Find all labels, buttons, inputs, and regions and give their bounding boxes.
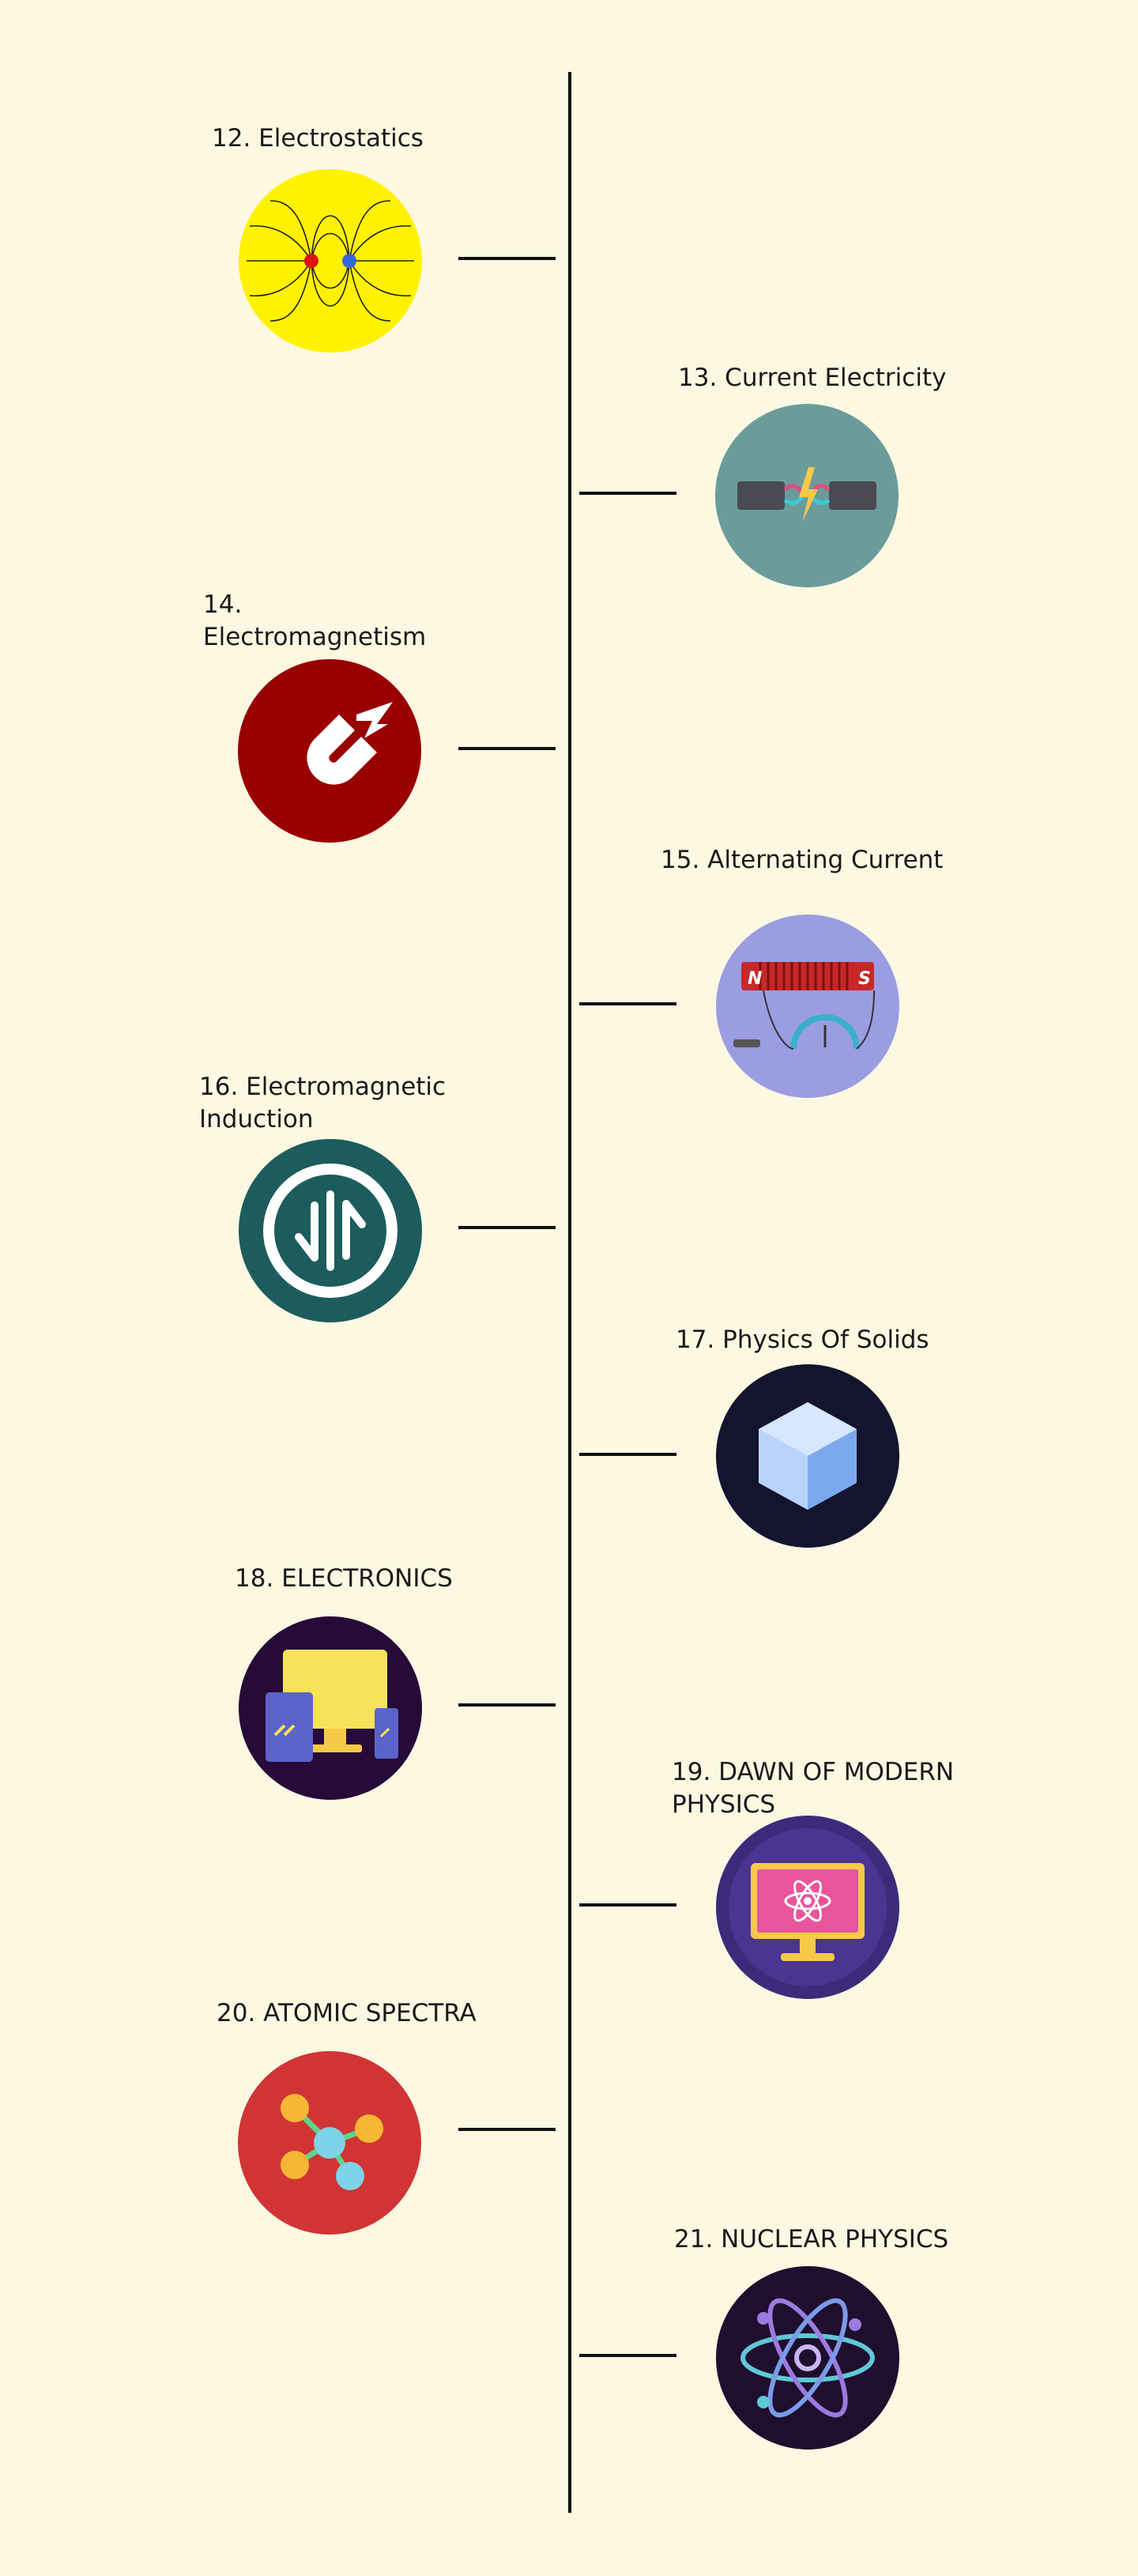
connector-line (458, 257, 556, 260)
magnet-lightning-icon[interactable] (238, 659, 421, 843)
broken-wire-spark-icon[interactable] (715, 404, 899, 587)
atom-monitor-icon[interactable] (716, 1816, 899, 1999)
atom-icon[interactable] (716, 2266, 899, 2450)
connector-line (458, 747, 556, 750)
connector-line (579, 1903, 676, 1907)
topic-title: 17. Physics Of Solids (676, 1326, 929, 1354)
topic-title: 21. NUCLEAR PHYSICS (674, 2225, 949, 2254)
molecule-icon[interactable] (238, 2051, 421, 2235)
topic-title: 20. ATOMIC SPECTRA (217, 1999, 477, 2027)
solenoid-galvanometer-icon[interactable]: N S (716, 915, 899, 1098)
connector-line (458, 1226, 556, 1229)
topic-title: 12. Electrostatics (212, 124, 424, 153)
crystal-cube-icon[interactable] (716, 1364, 899, 1548)
computer-devices-icon[interactable] (239, 1616, 422, 1800)
connector-line (579, 1002, 676, 1005)
connector-line (579, 492, 676, 495)
topic-title: 18. ELECTRONICS (235, 1564, 453, 1593)
svg-text:N: N (748, 969, 762, 989)
connector-line (458, 2128, 556, 2131)
connector-line (458, 1703, 556, 1707)
topic-title: 14. Electromagnetism (203, 590, 427, 651)
topic-title: 19. DAWN OF MODERN PHYSICS (672, 1758, 955, 1819)
electric-field-icon[interactable] (239, 169, 422, 353)
topic-title: 15. Alternating Current (661, 846, 944, 874)
connector-line (579, 2354, 676, 2357)
topic-title: 13. Current Electricity (678, 364, 947, 392)
connector-line (579, 1453, 676, 1456)
induction-arrows-icon[interactable] (239, 1139, 422, 1322)
svg-text:S: S (858, 969, 871, 989)
timeline-spine (568, 72, 571, 2513)
topic-title: 16. Electromagnetic Induction (199, 1073, 447, 1133)
